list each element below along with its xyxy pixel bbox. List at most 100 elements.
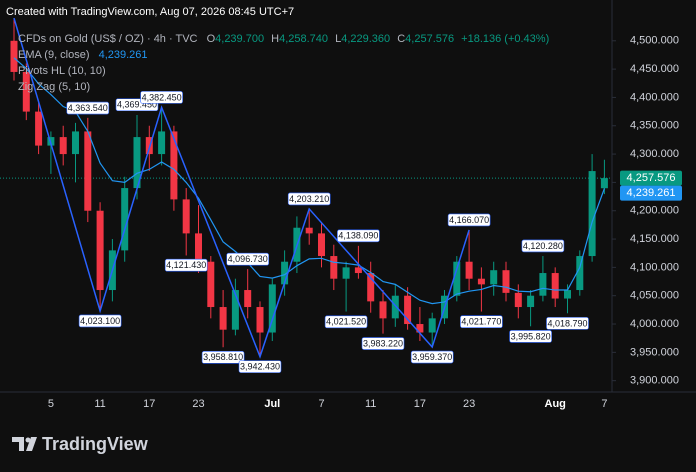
x-tick-label: 11 (365, 398, 376, 410)
pivot-label: 4,166.070 (449, 215, 489, 225)
pivot-box (78, 314, 122, 328)
pivot-label: 4,382.450 (142, 92, 182, 102)
candle-body (231, 290, 239, 330)
pivot-box (201, 351, 245, 364)
candle-body (342, 267, 350, 279)
y-tick-label: 4,400.000 (630, 91, 679, 103)
candle-body (35, 111, 43, 146)
candle-body (477, 278, 485, 285)
ema-value: 4,239.261 (99, 49, 148, 61)
pivot-label: 3,983.220 (363, 338, 403, 348)
y-tick-label: 4,300.000 (630, 148, 679, 160)
x-tick-label: 7 (318, 398, 324, 410)
candle-body (10, 40, 18, 72)
footer-logo: TradingView (12, 434, 149, 454)
pivot-label: 3,959.370 (412, 352, 452, 362)
pivot-label: 4,018.790 (547, 318, 587, 328)
pivot-box (324, 315, 368, 329)
zigzag-legend: Zig Zag (5, 10) (18, 81, 90, 93)
y-tick-label: 4,350.000 (630, 120, 679, 132)
pivot-label: 4,363.540 (68, 103, 108, 113)
x-tick-label: 23 (192, 398, 204, 410)
created-note: Created with TradingView.com, Aug 07, 20… (6, 6, 294, 18)
ohlc-key: L (335, 33, 341, 45)
candle-body (195, 233, 202, 262)
candle-body (416, 324, 424, 333)
logo-icon (12, 437, 37, 451)
pivot-label: 3,995.820 (511, 331, 551, 341)
ohlc-key: H (271, 33, 279, 45)
ohlc-value: 4,239.700 (215, 33, 264, 45)
candle-body (354, 267, 362, 274)
plot-area: 3,900.000 3,950.000 4,000.000 4,050.000 4,10… (0, 17, 682, 410)
candle-body (121, 188, 129, 251)
ohlc-key: O (207, 33, 216, 45)
ohlc-key: C (397, 33, 405, 45)
pivot-box (226, 252, 269, 266)
ohlc-value: 4,257.576 (405, 33, 454, 45)
x-tick-label: Jul (264, 398, 280, 410)
candle-body (170, 131, 178, 200)
last-price-tag (620, 170, 682, 186)
candle-body (576, 256, 584, 291)
candle-body (465, 261, 473, 279)
candle-body (182, 199, 190, 234)
candle-body (318, 233, 325, 257)
zigzag-line (13, 17, 470, 359)
candle-body (72, 131, 79, 155)
pivot-label: 4,023.100 (80, 316, 120, 326)
pivot-box (361, 337, 405, 350)
candle-body (22, 71, 30, 112)
candle-body (428, 318, 436, 333)
pivot-label: 4,369.450 (117, 100, 157, 110)
y-tick-label: 4,450.000 (630, 63, 679, 75)
y-tick-label: 4,150.000 (630, 233, 679, 245)
y-tick-label: 3,900.000 (630, 375, 679, 387)
x-tick-label: 11 (94, 398, 105, 410)
pivot-box (410, 350, 454, 364)
symbol-legend: CFDs on Gold (US$ / OZ) · 4h · TVC O4,23… (18, 33, 549, 45)
pivot-label: 3,942.430 (240, 362, 280, 372)
pivot-label: 4,096.730 (228, 254, 268, 264)
candle-body (391, 295, 399, 319)
candle-body (588, 171, 596, 257)
ema-name: EMA (9, close) (18, 49, 90, 61)
pivot-box (546, 317, 589, 330)
candle-body (281, 261, 289, 285)
brand: TradingView (42, 434, 149, 454)
candle-body (453, 261, 461, 296)
ema-price-tag (620, 185, 682, 201)
pivot-box (509, 330, 552, 343)
y-tick-label: 4,200.000 (630, 205, 679, 217)
candle-body (564, 290, 571, 299)
candle-body (527, 295, 535, 308)
x-tick-label: 5 (48, 398, 54, 410)
candle-body (158, 131, 166, 155)
pivot-label: 3,958.810 (203, 352, 243, 362)
pivot-box (521, 239, 565, 253)
candle-body (84, 131, 92, 211)
candle-body (207, 261, 215, 308)
pivot-box (164, 258, 208, 272)
pivot-label: 4,138.090 (338, 231, 378, 241)
candle-body (502, 270, 510, 293)
pivots-legend: Pivots HL (10, 10) (18, 65, 106, 77)
candle-body (133, 137, 141, 189)
candle-body (600, 178, 608, 189)
ema-legend: EMA (9, close) 4,239.261 (18, 49, 148, 61)
candle-body (514, 292, 522, 308)
pivot-label: 4,021.770 (461, 317, 501, 327)
ohlc-value: 4,229.360 (341, 33, 390, 45)
pivot-label: 4,120.280 (523, 241, 563, 251)
x-tick-label: 17 (143, 398, 155, 410)
candle-body (219, 307, 227, 330)
x-tick-label: 7 (601, 398, 607, 410)
y-tick-label: 3,950.000 (630, 346, 679, 358)
pivot-box (447, 213, 491, 227)
pivot-label: 4,021.520 (326, 317, 366, 327)
ema-line (13, 57, 605, 305)
pivot-box (66, 101, 110, 115)
ema-price-label: 4,239.261 (627, 187, 676, 199)
y-tick-label: 4,500.000 (630, 35, 679, 47)
candle-body (330, 256, 338, 279)
